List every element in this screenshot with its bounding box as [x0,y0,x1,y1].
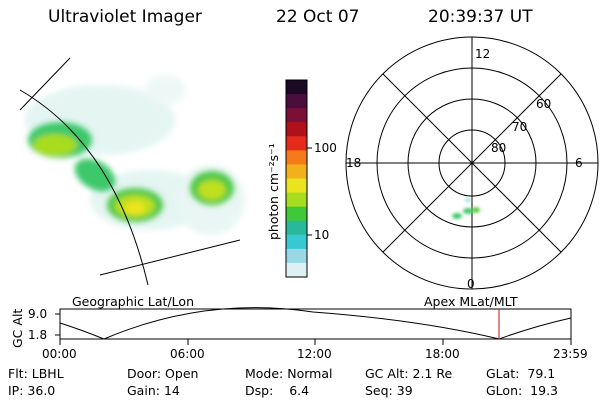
latitude-curve [19,89,149,286]
colorbar-swatch [286,220,307,236]
colorbar [286,80,307,278]
mlt-label-6: 6 [575,156,583,170]
instrument-title: Ultraviolet Imager [48,7,202,27]
x-tick-1800: 18:00 [425,347,460,361]
x-tick-0000: 00:00 [42,347,77,361]
time-label: 20:39:37 UT [428,7,533,27]
polar-emission [452,198,480,219]
info-flt: Flt: LBHL [8,366,64,381]
info-mode: Mode: Normal [245,366,333,381]
apex-title: Apex MLat/MLT [424,294,518,309]
polar-plot [345,36,599,290]
info-dsp: Dsp: 6.4 [245,383,310,398]
colorbar-tick-100: 100 [314,141,337,155]
colorbar-swatch [286,206,307,222]
colorbar-swatch [286,80,307,95]
x-tick-0600: 06:00 [170,347,205,361]
colorbar-frame [285,79,308,278]
altitude-curve [59,307,572,340]
x-tick-2359: 23:59 [553,347,588,361]
info-gain: Gain: 14 [127,383,180,398]
colorbar-swatch [286,234,307,250]
geographic-image [19,57,245,286]
colorbar-swatch [286,150,307,166]
info-door: Door: Open [127,366,199,381]
info-seq: Seq: 39 [365,383,413,398]
colorbar-swatch [286,108,307,123]
colorbar-swatch [286,164,307,180]
info-glat: GLat: 79.1 [486,366,556,381]
geographic-title: Geographic Lat/Lon [72,294,194,309]
info-glon: GLon: 19.3 [486,383,559,398]
colorbar-swatch [286,94,307,109]
colorbar-swatch [286,122,307,137]
date-label: 22 Oct 07 [276,7,360,27]
gc-alt-axis-label: GC Alt [10,308,25,348]
mlt-label-0: 0 [467,277,475,291]
colorbar-swatch [286,136,307,151]
info-gc-alt: GC Alt: 2.1 Re [365,366,453,381]
meridian-line-lower [99,239,241,276]
colorbar-tick-10: 10 [314,228,330,242]
orbit-panel-frame [59,308,572,340]
lat-label-60: 60 [536,97,552,111]
lat-label-80: 80 [491,141,507,155]
y-tick-9: 9.0 [28,307,48,321]
colorbar-swatch [286,178,307,194]
mlt-label-12: 12 [475,47,491,61]
colorbar-swatch [286,248,307,264]
colorbar-swatch [286,262,307,278]
mlt-label-18: 18 [346,156,362,170]
colorbar-swatch [286,192,307,208]
lat-label-70: 70 [512,120,528,134]
colorbar-unit-label: photon cm⁻²s⁻¹ [266,143,281,240]
y-tick-1-8: 1.8 [28,328,48,342]
x-tick-1200: 12:00 [297,347,332,361]
meridian-line-upper [19,57,71,111]
info-ip: IP: 36.0 [8,383,56,398]
